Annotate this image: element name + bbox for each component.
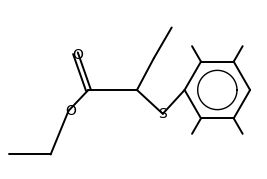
Text: O: O [65,104,76,118]
Text: S: S [158,107,167,121]
Text: O: O [72,48,83,62]
